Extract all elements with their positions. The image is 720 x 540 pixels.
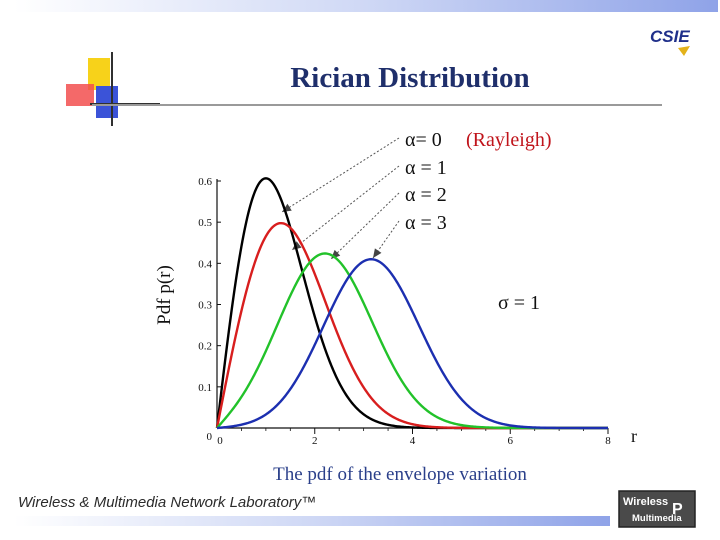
wireless-multimedia-logo: Wireless Multimedia P xyxy=(618,490,696,528)
legend-entry-alpha-2: α = 2 xyxy=(405,184,447,206)
x-tick-label: 2 xyxy=(312,435,318,447)
series-line-alpha-3 xyxy=(216,258,608,430)
x-tick-label: 0 xyxy=(217,435,223,447)
y-tick-label: 0.2 xyxy=(198,341,212,353)
y-tick-label: 0.4 xyxy=(198,258,212,270)
x-tick-label: 6 xyxy=(508,435,514,447)
x-axis-label: r xyxy=(631,426,637,446)
csie-logo-text: CSIE xyxy=(650,27,690,46)
legend-pointer-arrowhead xyxy=(373,248,382,258)
csie-logo: CSIE xyxy=(650,27,690,56)
legend-entry-alpha-1: α = 1 xyxy=(405,157,447,179)
top-gradient-bar xyxy=(14,0,718,12)
legend-pointer-line xyxy=(281,137,400,213)
legend-pointer-line xyxy=(330,192,400,260)
y-tick-label: 0 xyxy=(207,431,213,443)
logo-line-multimedia: Multimedia xyxy=(632,513,682,524)
csie-logo-swoosh-icon xyxy=(678,46,690,56)
title-rule xyxy=(92,104,662,106)
sigma-label: σ = 1 xyxy=(498,292,540,314)
x-tick-label: 4 xyxy=(410,435,416,447)
bottom-gradient-bar xyxy=(14,516,610,526)
legend-entry-alpha-3: α = 3 xyxy=(405,212,447,234)
y-tick-label: 0.6 xyxy=(198,176,212,188)
y-tick-label: 0.3 xyxy=(198,300,212,312)
logo-mark-p: P xyxy=(672,501,683,518)
y-tick-label: 0.1 xyxy=(198,382,212,394)
logo-line-wireless: Wireless xyxy=(623,496,668,508)
y-axis-label: Pdf p(r) xyxy=(154,265,175,325)
chart-curves xyxy=(215,177,608,430)
series-line-alpha-2 xyxy=(216,252,608,430)
footer-lab-name: Wireless & Multimedia Network Laboratory… xyxy=(18,494,317,511)
legend-pointer-arrowhead xyxy=(292,241,302,250)
x-tick-label: 8 xyxy=(605,435,611,447)
legend-pointer-line xyxy=(291,165,400,251)
legend-entry-alpha-0: α= 0 xyxy=(405,129,442,151)
slide-title: Rician Distribution xyxy=(290,62,530,94)
chart-caption: The pdf of the envelope variation xyxy=(273,464,527,485)
y-tick-label: 0.5 xyxy=(198,217,212,229)
chart-labels: r Pdf p(r) The pdf of the envelope variati… xyxy=(154,129,637,485)
legend-note-rayleigh: (Rayleigh) xyxy=(466,129,552,151)
